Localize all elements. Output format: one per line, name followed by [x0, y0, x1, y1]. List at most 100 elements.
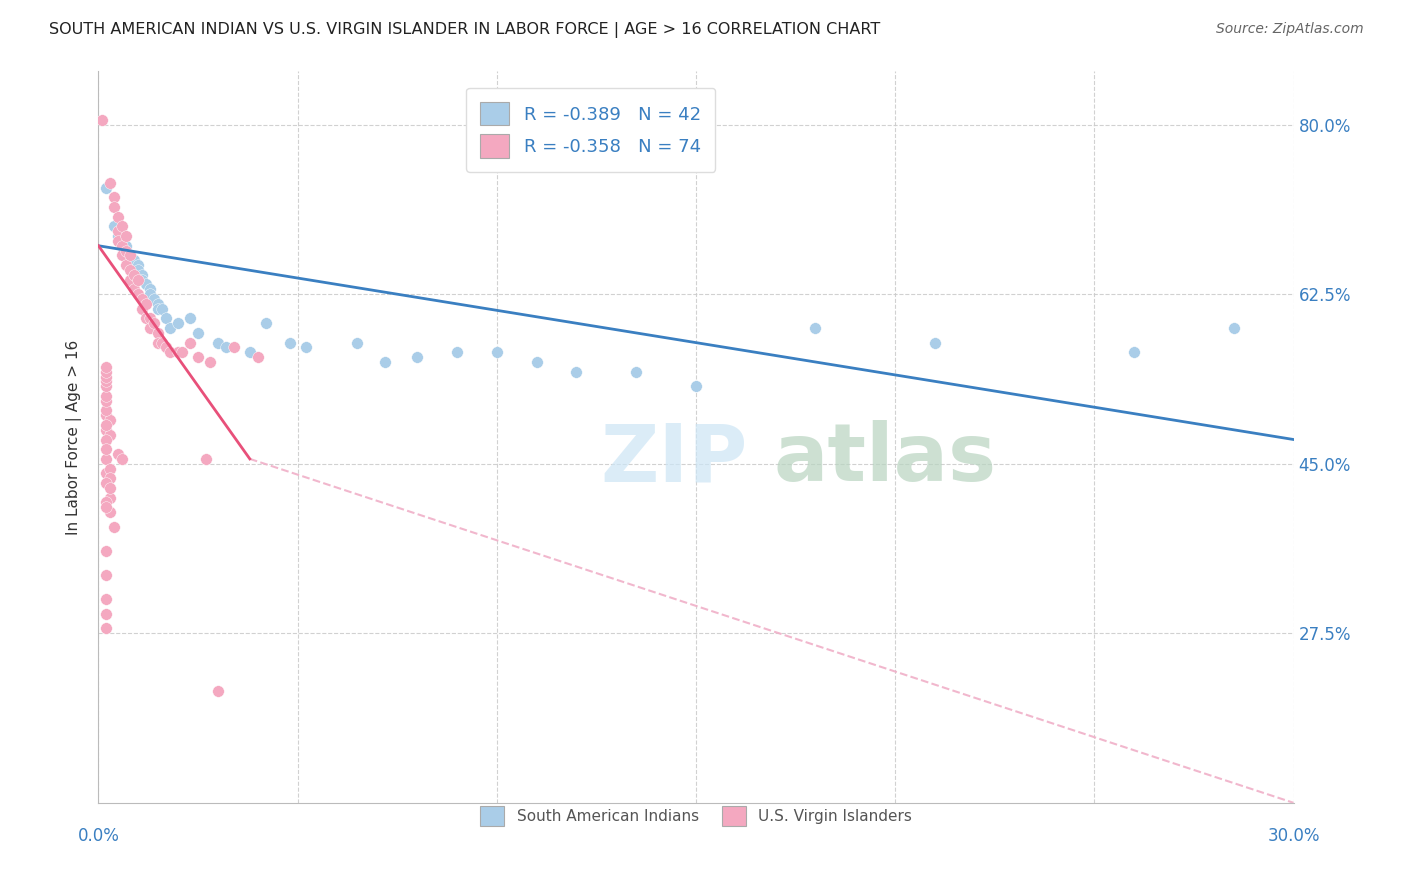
Point	[115, 229, 138, 244]
Point	[187, 326, 209, 340]
Point	[96, 442, 118, 457]
Point	[107, 210, 129, 224]
Point	[127, 258, 149, 272]
Point	[124, 282, 146, 296]
Point	[103, 519, 125, 533]
Point	[526, 355, 548, 369]
Point	[111, 238, 134, 252]
Point	[179, 335, 201, 350]
Point	[135, 311, 157, 326]
Point	[96, 622, 118, 636]
Point	[179, 311, 201, 326]
Point	[207, 684, 229, 698]
Point	[107, 234, 129, 248]
Point	[96, 403, 118, 417]
Point	[135, 297, 157, 311]
Text: ZIP: ZIP	[600, 420, 748, 498]
Point	[148, 335, 170, 350]
Point	[107, 224, 129, 238]
Point	[107, 229, 129, 244]
Point	[246, 350, 269, 364]
Point	[120, 248, 142, 262]
Point	[96, 359, 118, 374]
Point	[107, 447, 129, 461]
Point	[96, 393, 118, 408]
Point	[222, 341, 245, 355]
Point	[155, 341, 177, 355]
Point	[139, 282, 162, 296]
Point	[96, 365, 118, 379]
Point	[96, 607, 118, 621]
Point	[131, 292, 153, 306]
Point	[159, 321, 181, 335]
Point	[131, 268, 153, 282]
Point	[96, 467, 118, 481]
Point	[804, 321, 827, 335]
Point	[139, 321, 162, 335]
Point	[96, 500, 118, 515]
Point	[135, 277, 157, 292]
Point	[96, 476, 118, 491]
Point	[215, 341, 238, 355]
Point	[155, 311, 177, 326]
Point	[167, 316, 190, 330]
Point	[139, 287, 162, 301]
Point	[150, 301, 173, 316]
Point	[91, 112, 114, 127]
Point	[446, 345, 468, 359]
Point	[120, 273, 142, 287]
Point	[143, 316, 166, 330]
Point	[167, 345, 190, 359]
Text: 30.0%: 30.0%	[1267, 827, 1320, 845]
Point	[685, 379, 707, 393]
Point	[124, 268, 146, 282]
Point	[96, 375, 118, 389]
Point	[111, 234, 134, 248]
Point	[98, 176, 122, 190]
Point	[195, 451, 218, 466]
Point	[626, 365, 648, 379]
Point	[98, 471, 122, 485]
Point	[120, 248, 142, 262]
Point	[1223, 321, 1246, 335]
Point	[127, 273, 149, 287]
Point	[115, 258, 138, 272]
Point	[148, 326, 170, 340]
Point	[115, 244, 138, 258]
Point	[172, 345, 194, 359]
Text: Source: ZipAtlas.com: Source: ZipAtlas.com	[1216, 22, 1364, 37]
Point	[374, 355, 396, 369]
Point	[98, 413, 122, 427]
Point	[98, 427, 122, 442]
Point	[148, 297, 170, 311]
Point	[96, 409, 118, 423]
Point	[96, 451, 118, 466]
Point	[98, 481, 122, 495]
Text: atlas: atlas	[773, 420, 997, 498]
Point	[131, 301, 153, 316]
Point	[111, 219, 134, 234]
Point	[96, 369, 118, 384]
Point	[924, 335, 946, 350]
Point	[96, 544, 118, 558]
Text: 0.0%: 0.0%	[77, 827, 120, 845]
Point	[127, 263, 149, 277]
Point	[127, 287, 149, 301]
Point	[159, 345, 181, 359]
Point	[207, 335, 229, 350]
Point	[96, 389, 118, 403]
Point	[96, 433, 118, 447]
Point	[198, 355, 221, 369]
Point	[239, 345, 262, 359]
Point	[131, 273, 153, 287]
Point	[96, 417, 118, 432]
Y-axis label: In Labor Force | Age > 16: In Labor Force | Age > 16	[66, 340, 83, 534]
Point	[98, 491, 122, 505]
Point	[96, 180, 118, 194]
Point	[565, 365, 588, 379]
Point	[96, 592, 118, 607]
Point	[485, 345, 508, 359]
Point	[139, 311, 162, 326]
Point	[406, 350, 429, 364]
Point	[124, 253, 146, 268]
